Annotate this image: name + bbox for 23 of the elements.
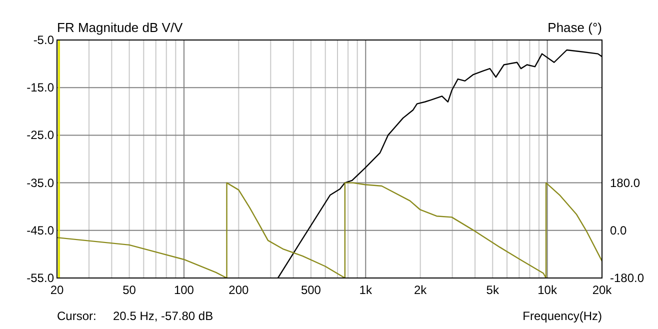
x-tick-label: 20 — [50, 283, 64, 297]
x-tick-label: 100 — [174, 283, 194, 297]
y-tick-label: -45.0 — [26, 223, 54, 238]
x-tick-label: 20k — [592, 283, 613, 297]
y-axis-title: FR Magnitude dB V/V — [57, 20, 184, 35]
y2-tick-label: -180.0 — [610, 271, 644, 285]
x-tick-label: 2k — [414, 283, 428, 297]
x-tick-label: 50 — [122, 283, 136, 297]
y2-axis-title: Phase (°) — [548, 20, 602, 35]
x-tick-label: 10k — [538, 283, 558, 297]
y2-tick-label: 180.0 — [610, 176, 640, 190]
x-tick-label: 200 — [228, 283, 249, 297]
x-tick-label: 5k — [486, 283, 500, 297]
y-tick-label: -35.0 — [26, 176, 54, 190]
y-tick-label: -55.0 — [26, 271, 54, 285]
text: Cursor: 20.5 Hz, -57.80 dB — [57, 309, 214, 323]
y-tick-label: -25.0 — [26, 128, 54, 142]
y-tick-label: -15.0 — [26, 80, 54, 95]
x-tick-label: 500 — [300, 283, 322, 297]
x-tick-label: 1k — [359, 283, 373, 297]
y2-tick-label: 0.0 — [610, 223, 628, 238]
y-tick-label: -5.0 — [33, 33, 54, 47]
x-axis-title: Frequency(Hz) — [522, 309, 602, 323]
